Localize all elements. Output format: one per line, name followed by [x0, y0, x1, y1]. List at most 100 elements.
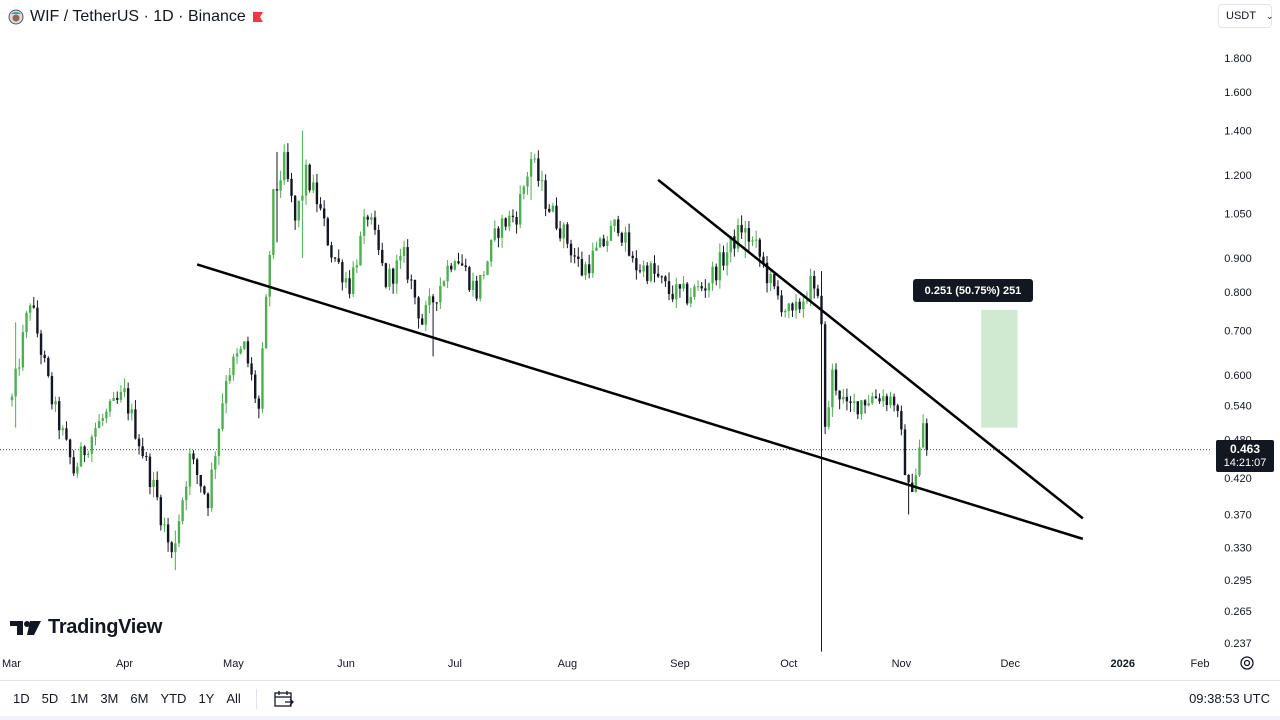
candle-body — [707, 283, 711, 291]
candle-body — [573, 255, 576, 257]
range-5d[interactable]: 5D — [41, 691, 59, 706]
candle-body — [900, 411, 903, 430]
candle-body — [587, 264, 591, 274]
candle-body — [381, 249, 384, 264]
candle-body — [526, 176, 529, 187]
trendline-upper[interactable] — [657, 178, 1084, 520]
candle-body — [635, 258, 638, 271]
range-1y[interactable]: 1Y — [198, 691, 215, 706]
candle-body — [450, 265, 453, 270]
candle-body — [656, 273, 660, 277]
y-tick-label: 1.600 — [1224, 87, 1252, 99]
time-axis[interactable]: Mar Apr May Jun Jul Aug Sep Oct Nov Dec 2026 Feb — [2, 658, 1209, 670]
candle-body — [882, 396, 885, 402]
candle-body — [123, 388, 126, 393]
candle-body — [97, 420, 101, 429]
price-axis[interactable]: 1.800 1.600 1.400 1.200 1.050 0.900 0.800 0.700… — [1224, 53, 1252, 650]
candle-body — [61, 428, 65, 431]
candle-body — [152, 479, 155, 488]
candle-body — [156, 479, 159, 498]
candle-body — [827, 407, 830, 427]
candle-body — [417, 297, 420, 319]
candle-body — [54, 401, 57, 405]
candle-body — [312, 182, 315, 191]
candle-body — [805, 300, 809, 302]
candle-body — [816, 288, 820, 296]
candle-body — [834, 369, 838, 391]
candle-body — [399, 255, 402, 261]
candle-body — [10, 396, 14, 401]
candle-body — [769, 273, 772, 284]
candle-body — [646, 265, 649, 281]
price-chart[interactable]: 1.800 1.600 1.400 1.200 1.050 0.900 0.800 0.700… — [0, 0, 1280, 680]
y-tick-label: 0.540 — [1224, 400, 1252, 412]
calendar-goto-icon[interactable] — [273, 689, 295, 709]
y-tick-label: 0.370 — [1224, 509, 1252, 521]
candle-body — [925, 423, 928, 450]
candle-body — [68, 439, 72, 458]
symbol-header[interactable]: WIF / TetherUS · 1D · Binance — [8, 6, 264, 28]
candle-body — [181, 500, 184, 522]
candle-body — [733, 236, 736, 249]
range-1m[interactable]: 1M — [70, 691, 89, 706]
candle-body — [391, 268, 395, 284]
candle-body — [620, 233, 624, 243]
y-tick-label: 0.900 — [1224, 253, 1252, 265]
candle-body — [519, 193, 522, 225]
candle-body — [685, 283, 689, 304]
range-ytd[interactable]: YTD — [160, 691, 187, 706]
candle-body — [537, 158, 540, 181]
candle-body — [47, 358, 50, 377]
flag-icon[interactable] — [252, 11, 264, 23]
candle-body — [845, 396, 849, 402]
x-tick-label: 2026 — [1111, 658, 1135, 670]
candle-body — [304, 164, 308, 196]
candle-body — [221, 403, 224, 430]
candle-body — [602, 238, 605, 247]
candle-body — [874, 396, 878, 399]
candle-body — [145, 456, 148, 458]
candle-body — [787, 303, 791, 311]
candle-body — [515, 216, 518, 225]
currency-select[interactable]: USDT ⌄ — [1218, 4, 1274, 28]
measure-box[interactable] — [981, 309, 1018, 428]
current-price: 0.463 — [1229, 442, 1261, 456]
candle-body — [279, 180, 282, 191]
range-6m[interactable]: 6M — [130, 691, 149, 706]
range-1d[interactable]: 1D — [13, 691, 30, 706]
tradingview-logo[interactable]: TradingView — [10, 616, 162, 639]
candle-body — [108, 400, 112, 412]
candle-body — [174, 543, 177, 553]
range-3m[interactable]: 3M — [100, 691, 119, 706]
x-tick-label: Aug — [558, 658, 578, 670]
trendline-lower[interactable] — [196, 263, 1084, 541]
candle-body — [598, 238, 602, 248]
candle-body — [18, 367, 21, 369]
utc-clock[interactable]: 09:38:53 UTC — [1189, 691, 1270, 706]
tradingview-logo-icon — [10, 620, 41, 635]
candle-body — [290, 178, 293, 196]
bottom-strip — [0, 716, 1280, 720]
candle-body — [718, 252, 722, 281]
candle-body — [889, 396, 892, 406]
candle-body — [548, 208, 551, 212]
candle-body — [754, 239, 758, 241]
logo-text: TradingView — [48, 616, 163, 638]
candle-body — [319, 204, 322, 209]
candle-body — [308, 164, 311, 191]
candle-body — [137, 438, 141, 447]
candle-body — [439, 285, 442, 303]
candle-body — [558, 228, 562, 239]
candle-body — [471, 280, 475, 291]
y-tick-label: 0.265 — [1224, 606, 1252, 618]
trendlines-group[interactable] — [196, 178, 1084, 541]
x-tick-label: Nov — [892, 658, 912, 670]
range-all[interactable]: All — [226, 691, 241, 706]
candle-body — [250, 363, 253, 375]
candle-body — [544, 180, 547, 209]
candle-body — [28, 305, 32, 313]
settings-icon[interactable] — [1239, 655, 1255, 671]
candle-body — [203, 486, 206, 494]
candle-body — [460, 263, 464, 266]
candle-body — [907, 474, 910, 483]
